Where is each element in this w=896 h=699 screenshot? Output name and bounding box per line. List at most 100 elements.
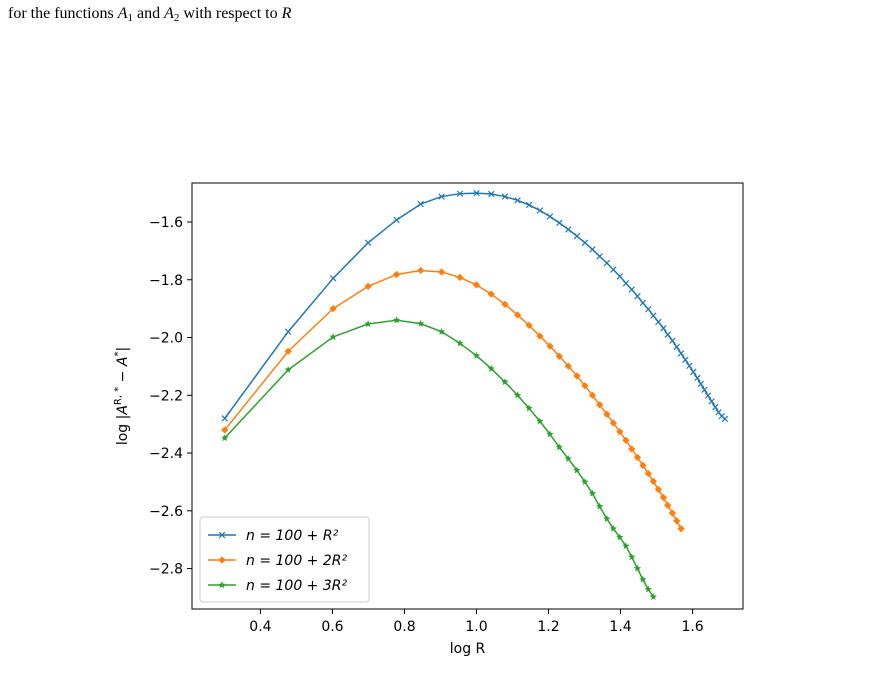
data-point [655,318,662,326]
series-line [224,192,726,420]
data-point [622,279,630,287]
data-point [487,364,496,372]
data-point [473,189,480,197]
data-point [565,226,572,233]
series-2 [221,266,685,533]
data-point [663,501,672,510]
data-point [704,392,712,399]
data-point [627,445,636,453]
legend: n = 100 + R² n = 100 + 2R² n = 100 + 3R² [199,516,370,603]
data-point [673,343,680,351]
data-point [616,533,624,541]
data-point [437,327,446,335]
data-point [588,489,597,497]
legend-item: n = 100 + 3R² [208,578,347,594]
data-point [513,391,522,399]
data-point [514,197,521,204]
data-point [437,268,446,276]
data-point [609,419,618,427]
data-point [364,239,372,247]
data-point [633,564,642,572]
data-point [649,592,658,601]
data-point [392,270,401,279]
data-point [654,485,663,494]
data-point [603,410,611,419]
data-point [573,372,581,380]
data-point [438,193,445,200]
data-point [329,333,337,341]
data-point [581,239,589,247]
data-point [660,325,667,332]
caption-var-a1: A [117,5,128,22]
data-point [546,342,554,350]
caption-var-a2: A [164,5,174,22]
data-point [525,321,533,330]
x-tick-label: 0.4 [249,619,271,635]
data-point [694,374,701,382]
y-tick-label: −2.0 [149,331,183,347]
data-point [564,454,573,463]
data-point [622,542,630,550]
caption-sub-1: 1 [127,12,134,24]
figure-caption: for the functions A1 and A2 with respect… [8,5,291,24]
data-point [677,350,685,357]
data-point [627,553,636,561]
data-point [416,266,425,275]
data-point [721,415,729,423]
data-point [596,253,603,260]
data-point [525,201,533,209]
x-axis-title: log R [450,641,486,657]
data-point [659,493,668,502]
series-line [224,269,682,530]
data-point [501,193,509,200]
data-point [682,356,689,363]
caption-sub-2: 2 [173,12,180,24]
y-tick-label: −1.8 [149,273,183,289]
data-point [556,219,563,227]
data-point [628,286,635,293]
data-point [501,300,509,309]
data-point [536,417,544,425]
data-point [697,380,705,388]
x-tick-label: 0.6 [321,619,343,635]
caption-text-before: for the functions [8,5,118,22]
y-tick-label: −2.2 [149,388,183,404]
data-point [472,351,481,359]
data-point [690,368,697,376]
data-point [677,524,685,533]
data-point [644,585,653,593]
data-point [616,273,624,280]
data-point [588,391,597,400]
data-point [284,347,292,356]
data-point [417,200,424,208]
data-point [609,524,618,532]
data-point [364,282,372,291]
data-point [218,581,226,589]
data-point [329,275,337,282]
data-point [633,453,642,462]
legend-item: n = 100 + 2R² [208,553,347,569]
data-point [616,427,624,436]
data-point [668,509,677,517]
x-tick-label: 1.0 [465,619,487,635]
data-point [546,430,554,438]
data-point [664,331,671,338]
data-point [416,319,425,327]
series-layer [221,189,729,601]
data-point [329,304,337,313]
data-point [622,436,630,445]
data-point [708,398,715,405]
data-point [603,259,611,267]
legend-label: n = 100 + 3R² [246,578,347,594]
data-point [603,514,611,523]
data-point [634,292,641,300]
data-point [221,426,229,434]
data-point [284,365,292,374]
data-point [573,232,581,240]
data-point [456,190,464,197]
data-point [536,332,544,340]
x-tick-label: 0.8 [393,619,415,635]
data-point [546,213,554,220]
data-point [456,273,464,282]
